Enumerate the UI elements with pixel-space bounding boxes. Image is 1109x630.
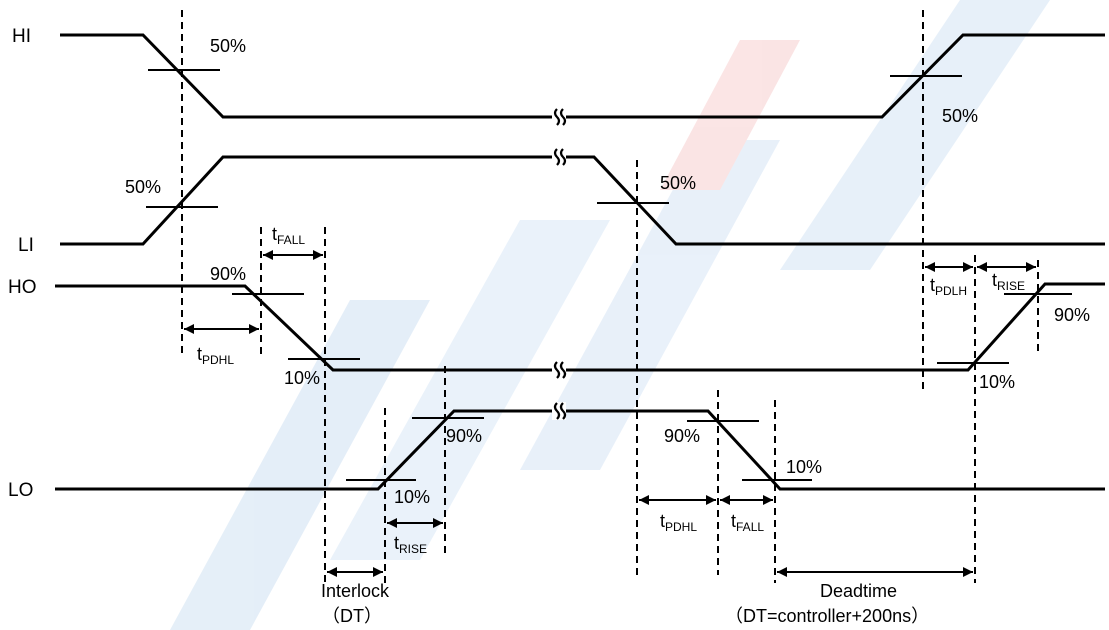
signal-label-ho: HO bbox=[8, 277, 37, 298]
watermark bbox=[170, 0, 1050, 630]
signal-label-lo: LO bbox=[8, 480, 33, 501]
label-li-rise-50: 50% bbox=[125, 177, 161, 197]
label-t-pdlh: tPDLH bbox=[930, 275, 967, 298]
li-waveform bbox=[60, 155, 1105, 246]
reference-lines bbox=[181, 10, 1039, 583]
label-lo-fall-10: 10% bbox=[786, 457, 822, 477]
label-t-fall-1: tFALL bbox=[272, 224, 305, 247]
signal-label-li: LI bbox=[18, 235, 34, 256]
label-ho-rise-10: 10% bbox=[979, 372, 1015, 392]
label-t-pdhl-2: tPDHL bbox=[660, 511, 697, 534]
label-t-rise-1: tRISE bbox=[394, 533, 427, 556]
label-t-pdhl-1: tPDHL bbox=[197, 344, 234, 367]
label-t-rise-2: tRISE bbox=[992, 270, 1025, 293]
label-ho-fall-10: 10% bbox=[284, 368, 320, 388]
signal-label-hi: HI bbox=[12, 26, 31, 47]
label-ho-fall-90: 90% bbox=[210, 264, 246, 284]
label-deadtime-dt: （DT=controller+200ns） bbox=[725, 606, 929, 626]
lo-waveform bbox=[55, 409, 1105, 491]
label-ho-rise-90: 90% bbox=[1054, 305, 1090, 325]
label-lo-rise-10: 10% bbox=[394, 487, 430, 507]
label-lo-rise-90: 90% bbox=[446, 426, 482, 446]
timing-arrows bbox=[184, 250, 1036, 577]
label-hi-fall-50: 50% bbox=[210, 36, 246, 56]
threshold-lines bbox=[146, 69, 1072, 481]
label-interlock: Interlock bbox=[321, 581, 390, 601]
label-t-fall-2: tFALL bbox=[731, 511, 764, 534]
break-marks bbox=[552, 108, 567, 420]
label-lo-fall-90: 90% bbox=[664, 426, 700, 446]
label-li-fall-50: 50% bbox=[660, 173, 696, 193]
label-interlock-dt: （DT） bbox=[322, 606, 382, 626]
label-hi-rise-50: 50% bbox=[942, 106, 978, 126]
label-deadtime: Deadtime bbox=[820, 581, 897, 601]
ho-waveform bbox=[55, 282, 1105, 372]
